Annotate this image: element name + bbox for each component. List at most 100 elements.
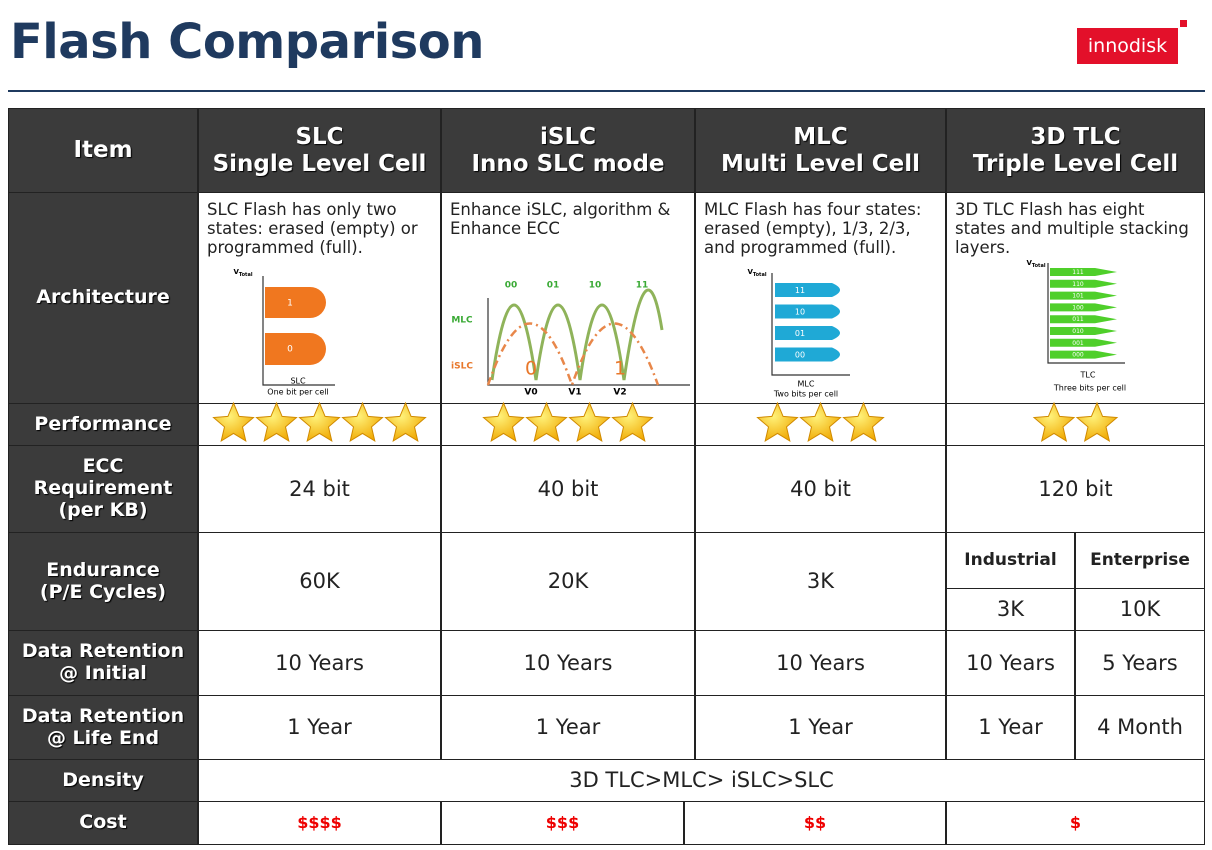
- cell-text: 3D TLC Flash has eight states and multip…: [955, 200, 1189, 257]
- endurance-cell: 60K: [198, 532, 441, 631]
- cell-text: 10 Years: [966, 650, 1055, 675]
- cost-cell: $$$: [441, 801, 684, 845]
- cell-text: Data Retention: [21, 704, 185, 727]
- cell-text: 3D TLC>MLC> iSLC>SLC: [569, 768, 834, 793]
- cell-text: SLC Flash has only two states: erased (e…: [207, 200, 418, 257]
- ecc-cell: 120 bit: [946, 445, 1205, 533]
- cell-text: Density: [62, 768, 144, 791]
- performance-cell: [695, 403, 946, 446]
- endurance-cell: 10K: [1075, 588, 1205, 631]
- logo: innodisk: [1077, 28, 1178, 64]
- cell-text: Architecture: [36, 286, 170, 309]
- cell-text: 40 bit: [537, 476, 599, 501]
- cost-cell: $$$$: [198, 801, 441, 845]
- density-cell: 3D TLC>MLC> iSLC>SLC: [198, 759, 1205, 802]
- architecture-cell: MLC Flash has four states: erased (empty…: [695, 192, 946, 404]
- retention-cell: 4 Month: [1075, 695, 1205, 760]
- cell-text: 1 Year: [535, 715, 601, 740]
- cell-text: Data Retention: [21, 640, 185, 663]
- cell-text: 4 Month: [1097, 715, 1183, 740]
- grade-cell: Industrial: [946, 532, 1075, 589]
- endurance-cell: 3K: [946, 588, 1075, 631]
- cell-text: Cost: [79, 811, 127, 834]
- cost-cell: $$: [684, 801, 946, 845]
- header-cell: MLC Multi Level Cell: [695, 108, 946, 193]
- row-label: ECC Requirement (per KB): [8, 445, 198, 533]
- cell-text: 40 bit: [790, 476, 851, 501]
- endurance-cell: 20K: [441, 532, 695, 631]
- retention-cell: 10 Years: [946, 630, 1075, 696]
- cell-text: $$: [803, 812, 827, 832]
- cell-text: Multi Level Cell: [720, 150, 920, 177]
- row-label: Data Retention @ Initial: [8, 630, 198, 696]
- cell-text: 1 Year: [287, 715, 352, 740]
- row-label: Cost: [8, 801, 198, 845]
- retention-cell: 10 Years: [695, 630, 946, 696]
- cell-text: @ Initial: [59, 662, 147, 684]
- cell-text: 3K: [996, 597, 1025, 622]
- architecture-cell: SLC Flash has only two states: erased (e…: [198, 192, 441, 404]
- cell-text: Inno SLC mode: [471, 150, 665, 177]
- performance-cell: [198, 403, 441, 446]
- performance-cell: [441, 403, 695, 446]
- header-cell: SLC Single Level Cell: [198, 108, 441, 193]
- retention-cell: 1 Year: [441, 695, 695, 760]
- cell-text: 1 Year: [978, 715, 1043, 740]
- cell-text: MLC: [793, 124, 848, 151]
- cell-text: $$$$: [297, 812, 342, 832]
- grade-cell: Enterprise: [1075, 532, 1205, 589]
- cell-text: 5 Years: [1102, 650, 1178, 675]
- retention-cell: 1 Year: [695, 695, 946, 760]
- cell-text: Requirement: [33, 477, 173, 500]
- retention-cell: 5 Years: [1075, 630, 1205, 696]
- cell-text: Single Level Cell: [212, 150, 427, 177]
- cell-text: Enterprise: [1090, 549, 1190, 570]
- cell-text: 10 Years: [523, 650, 613, 675]
- cell-text: SLC: [295, 124, 344, 151]
- endurance-cell: 3K: [695, 532, 946, 631]
- cell-text: $$$: [545, 812, 580, 832]
- ecc-cell: 40 bit: [441, 445, 695, 533]
- logo-mark: [1180, 20, 1187, 27]
- cell-text: 3K: [806, 569, 835, 594]
- architecture-cell: 3D TLC Flash has eight states and multip…: [946, 192, 1205, 404]
- cell-text: Industrial: [964, 549, 1057, 570]
- cell-text: 60K: [299, 569, 340, 594]
- cell-text: Endurance: [46, 558, 160, 581]
- cell-text: Triple Level Cell: [972, 150, 1179, 177]
- retention-cell: 10 Years: [198, 630, 441, 696]
- cell-text: $: [1069, 812, 1082, 832]
- architecture-cell: Enhance iSLC, algorithm & Enhance ECC: [441, 192, 695, 404]
- header-cell: 3D TLC Triple Level Cell: [946, 108, 1205, 193]
- header-cell: Item: [8, 108, 198, 193]
- cell-text: 10K: [1119, 597, 1161, 622]
- row-label: Endurance (P/E Cycles): [8, 532, 198, 631]
- cell-text: Enhance iSLC, algorithm & Enhance ECC: [450, 200, 671, 238]
- row-label: Performance: [8, 403, 198, 446]
- cell-text: 3D TLC: [1030, 124, 1121, 151]
- ecc-cell: 24 bit: [198, 445, 441, 533]
- cell-text: (P/E Cycles): [39, 580, 167, 603]
- title-rule: [8, 90, 1205, 92]
- cell-text: 24 bit: [289, 476, 350, 501]
- cell-text: (per KB): [58, 498, 148, 521]
- cell-text: @ Life End: [46, 726, 160, 749]
- cell-text: 10 Years: [275, 650, 364, 675]
- cost-cell: $: [946, 801, 1205, 845]
- ecc-cell: 40 bit: [695, 445, 946, 533]
- retention-cell: 10 Years: [441, 630, 695, 696]
- cell-text: MLC Flash has four states: erased (empty…: [704, 200, 922, 257]
- retention-cell: 1 Year: [946, 695, 1075, 760]
- row-label: Data Retention @ Life End: [8, 695, 198, 760]
- header-cell: iSLC Inno SLC mode: [441, 108, 695, 193]
- cell-text: Performance: [34, 412, 172, 435]
- cell-text: 10 Years: [776, 650, 865, 675]
- row-label: Architecture: [8, 192, 198, 404]
- cell-text: Item: [73, 137, 133, 164]
- cell-text: 20K: [547, 569, 589, 594]
- cell-text: iSLC: [540, 124, 596, 151]
- cell-text: 1 Year: [788, 715, 853, 740]
- cell-text: ECC: [82, 455, 124, 478]
- retention-cell: 1 Year: [198, 695, 441, 760]
